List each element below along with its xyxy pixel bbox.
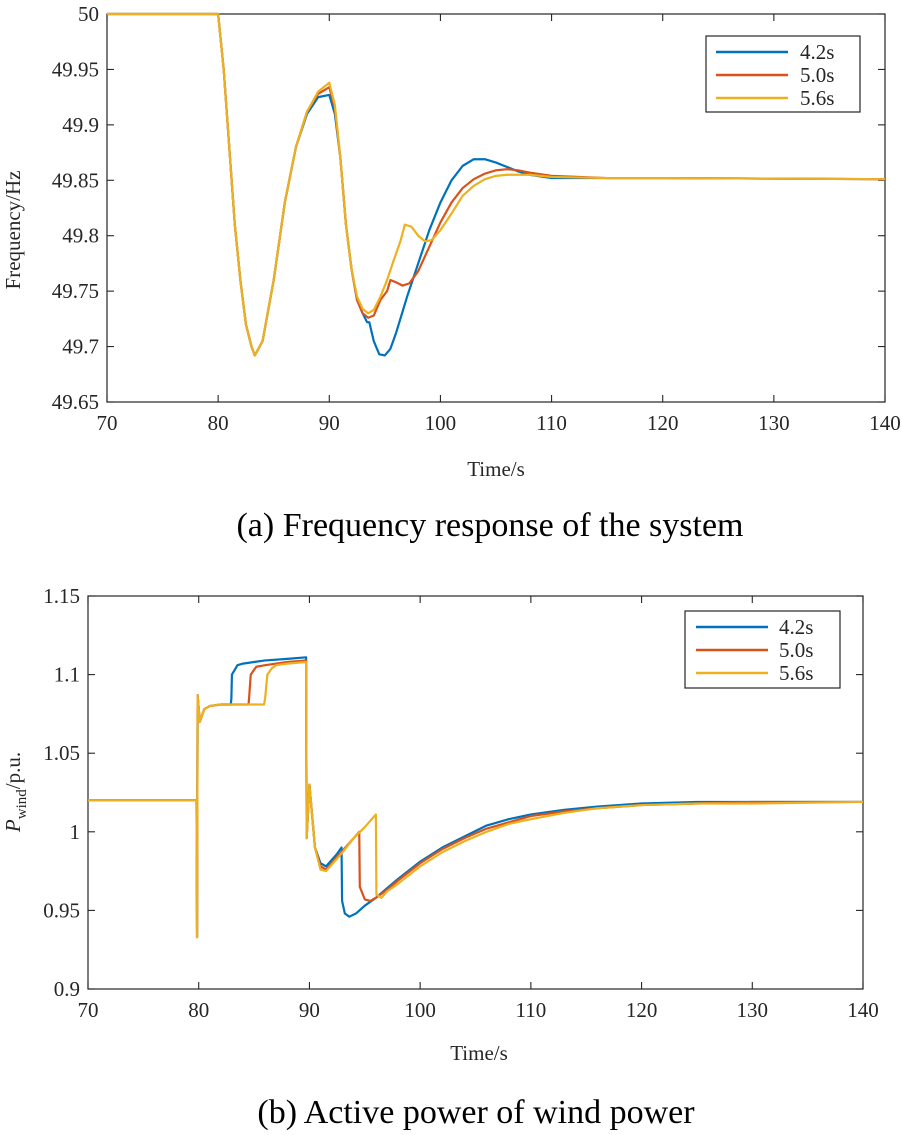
x-tick-label-b: 100 — [404, 998, 436, 1022]
x-tick-label-b: 140 — [847, 998, 879, 1022]
x-tick-label-b: 110 — [515, 998, 546, 1022]
y-tick-label-b: 0.95 — [43, 898, 80, 922]
x-tick-label-a: 130 — [758, 411, 790, 435]
x-tick-label-b: 90 — [299, 998, 320, 1022]
legend-a: 4.2s5.0s5.6s — [705, 35, 861, 113]
y-tick-label-a: 49.75 — [52, 279, 99, 303]
y-tick-label-b: 0.9 — [54, 977, 80, 1001]
y-axis-label-a: Frequency/Hz — [1, 171, 25, 290]
y-tick-label-b: 1 — [70, 820, 81, 844]
y-tick-label-a: 49.65 — [52, 390, 99, 414]
y-tick-label-b: 1.15 — [43, 584, 80, 608]
legend-label-4-2s-b: 4.2s — [779, 615, 813, 639]
caption-a: (a) Frequency response of the system — [236, 507, 743, 544]
wind-power-chart: 70 80 90 100 110 120 130 140 0.9 0.95 1 1.05 1.1 1.15… — [1, 584, 879, 1131]
legend-label-4-2s-a: 4.2s — [800, 40, 834, 64]
y-tick-label-a: 50 — [78, 2, 99, 26]
x-tick-label-b: 70 — [78, 998, 99, 1022]
y-tick-label-b: 1.05 — [43, 741, 80, 765]
legend-label-5-0s-a: 5.0s — [800, 63, 834, 87]
x-tick-label-b: 80 — [188, 998, 209, 1022]
y-axis-label-b: Pwind/p.u. — [1, 752, 30, 833]
x-tick-label-a: 140 — [869, 411, 901, 435]
x-tick-label-a: 80 — [208, 411, 229, 435]
legend-b: 4.2s5.0s5.6s — [684, 610, 841, 689]
x-tick-label-a: 120 — [647, 411, 679, 435]
x-tick-label-b: 130 — [737, 998, 769, 1022]
y-axis-label-b-sub: wind — [14, 789, 30, 820]
x-axis-label-a: Time/s — [467, 457, 525, 481]
legend-label-5-6s-a: 5.6s — [800, 86, 834, 110]
y-tick-label-a: 49.95 — [52, 57, 99, 81]
y-tick-label-a: 49.7 — [62, 335, 99, 359]
series-line-5-6s-b — [88, 660, 864, 939]
y-axis-label-b-main: P — [1, 819, 25, 833]
x-tick-label-a: 70 — [97, 411, 118, 435]
x-tick-label-a: 100 — [425, 411, 457, 435]
legend-label-5-0s-b: 5.0s — [779, 638, 813, 662]
x-tick-label-b: 120 — [626, 998, 658, 1022]
y-tick-label-a: 49.8 — [62, 224, 99, 248]
y-tick-label-a: 49.9 — [62, 113, 99, 137]
x-tick-label-a: 110 — [536, 411, 567, 435]
x-axis-label-b: Time/s — [450, 1041, 508, 1065]
series-line-5-6s-a — [107, 12, 886, 357]
y-tick-label-a: 49.85 — [52, 168, 99, 192]
caption-b: (b) Active power of wind power — [257, 1094, 695, 1131]
y-tick-label-b: 1.1 — [54, 663, 80, 687]
legend-label-5-6s-b: 5.6s — [779, 661, 813, 685]
y-axis-label-b-suffix: /p.u. — [1, 752, 25, 789]
frequency-chart: 70 80 90 100 110 120 130 140 49.65 49.7 49.75 49.8 4… — [1, 2, 901, 544]
x-tick-label-a: 90 — [319, 411, 340, 435]
